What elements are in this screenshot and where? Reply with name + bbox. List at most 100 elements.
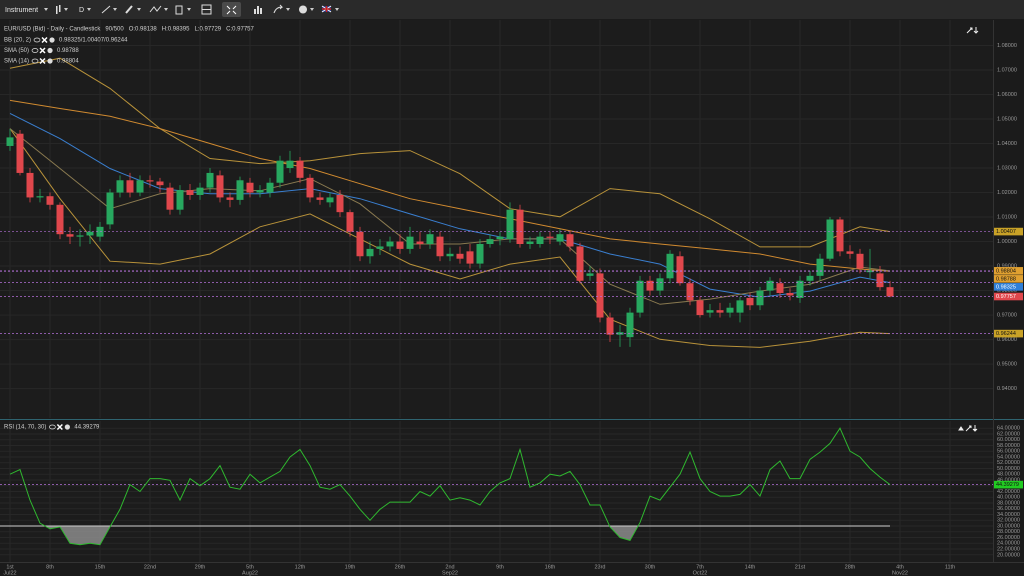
price-badge [994, 292, 1023, 301]
price-badge-label: 0.96244 [996, 331, 1016, 337]
x-tick-label: 29th [195, 564, 206, 570]
candle-body [746, 297, 754, 306]
candle-body [166, 187, 174, 210]
candle-body [296, 160, 304, 178]
candle-body [66, 234, 74, 237]
candle-body [376, 246, 384, 249]
rsi-legend-value: 44.39279 [74, 425, 100, 431]
remove-icon[interactable] [56, 423, 63, 431]
rsi-line [9, 427, 891, 546]
candle-body [576, 246, 584, 281]
y-tick-label: 60.00000 [997, 437, 1020, 443]
candle-body [546, 236, 554, 238]
instrument-button[interactable]: Instrument [5, 7, 38, 14]
price-badge-label: 0.98325 [996, 284, 1016, 290]
candle-body [786, 293, 794, 296]
y-tick-label: 1.05000 [997, 116, 1017, 122]
x-tick-label: 15th [95, 564, 106, 570]
share-button[interactable] [273, 4, 290, 14]
visibility-icon[interactable] [49, 424, 56, 430]
candle-body [396, 241, 404, 249]
legend-name: SMA (14) [4, 59, 29, 65]
delete-button[interactable] [175, 5, 191, 15]
layout-button[interactable] [201, 4, 212, 15]
y-tick-label: 38.00000 [997, 500, 1020, 506]
x-tick-label: 26th [395, 564, 406, 570]
candle-body [646, 280, 654, 291]
plot-bg [0, 20, 993, 418]
candle-body [416, 241, 424, 244]
visibility-icon[interactable] [31, 48, 39, 53]
y-tick-label: 42.00000 [997, 489, 1020, 495]
y-tick-label: 1.07000 [997, 67, 1017, 73]
x-tick-label: 19th [345, 564, 356, 570]
candle-body [216, 175, 224, 198]
x-tick-label: 30th [645, 564, 656, 570]
rsi-legend-name: RSI (14, 70, 30) [4, 425, 46, 431]
y-tick-label: 52.00000 [997, 460, 1020, 466]
remove-icon[interactable] [39, 47, 46, 54]
candle-body [356, 231, 364, 257]
y-tick-label: 0.97000 [997, 313, 1017, 319]
price-badge-label: 0.98788 [996, 276, 1016, 282]
theme-button[interactable] [299, 5, 314, 14]
candle-body [286, 160, 294, 169]
y-tick-label: 34.00000 [997, 512, 1020, 518]
candle-body [886, 287, 894, 297]
bar-chart-button[interactable] [254, 6, 262, 14]
settings-icon[interactable] [47, 47, 53, 54]
y-tick-label: 26.00000 [997, 535, 1020, 541]
y-tick-label: 1.01000 [997, 214, 1017, 220]
legend-name: SMA (50) [4, 48, 29, 54]
visibility-icon[interactable] [31, 58, 39, 64]
settings-icon[interactable] [47, 58, 53, 64]
settings-icon[interactable] [49, 37, 55, 43]
candle-body [486, 239, 494, 244]
candle-body [766, 280, 774, 291]
candle-body [36, 196, 44, 198]
candle-body [516, 209, 524, 244]
y-axis: 0.94000 0.95000 0.96000 0.97000 0.98000 0.990… [997, 43, 1017, 392]
chart-type-button[interactable] [56, 5, 68, 14]
caret [44, 8, 48, 11]
expand-icon[interactable] [966, 27, 979, 34]
candle-body [196, 187, 204, 195]
candle-body [876, 273, 884, 288]
y-tick-label: 0.94000 [997, 386, 1017, 392]
candle-body [706, 310, 714, 313]
y-tick-label: 40.00000 [997, 495, 1020, 501]
indicators-button[interactable] [149, 5, 168, 13]
draw-line-button[interactable] [101, 5, 117, 14]
candle-body [26, 172, 34, 198]
price-badge [994, 283, 1023, 291]
candle-body [366, 248, 374, 257]
main-panel: 0.94000 0.95000 0.96000 0.97000 0.98000 0.990… [0, 20, 1017, 418]
candle-body [116, 180, 124, 193]
x-tick-label: 1st [6, 564, 14, 570]
visibility-icon[interactable] [33, 37, 41, 43]
timeframe-button[interactable]: D [79, 7, 84, 14]
rsi-panel-icons[interactable] [958, 425, 978, 432]
candle-body [606, 317, 614, 335]
pencil-button[interactable] [125, 5, 141, 14]
candle-body [846, 251, 854, 254]
candle-body [86, 231, 94, 236]
y-tick-label: 1.06000 [997, 92, 1017, 98]
price-badge [994, 329, 1023, 338]
remove-icon[interactable] [39, 57, 46, 65]
settings-icon[interactable] [64, 424, 70, 430]
candle-body [626, 312, 634, 338]
candle-body [536, 236, 544, 244]
y-tick-label: 36.00000 [997, 506, 1020, 512]
candle-body [136, 180, 144, 193]
candle-body [46, 196, 54, 205]
candle-body [466, 251, 474, 264]
x-month-label: Nov22 [892, 570, 908, 576]
remove-icon[interactable] [41, 36, 48, 44]
language-button[interactable] [321, 5, 339, 13]
y-tick-label: 1.04000 [997, 141, 1017, 147]
y-tick-label: 48.00000 [997, 472, 1020, 478]
rsi-panel: 20.0000022.0000024.0000026.0000028.00000… [0, 421, 1020, 562]
price-badge [994, 227, 1023, 236]
fullscreen-button[interactable] [222, 2, 241, 17]
